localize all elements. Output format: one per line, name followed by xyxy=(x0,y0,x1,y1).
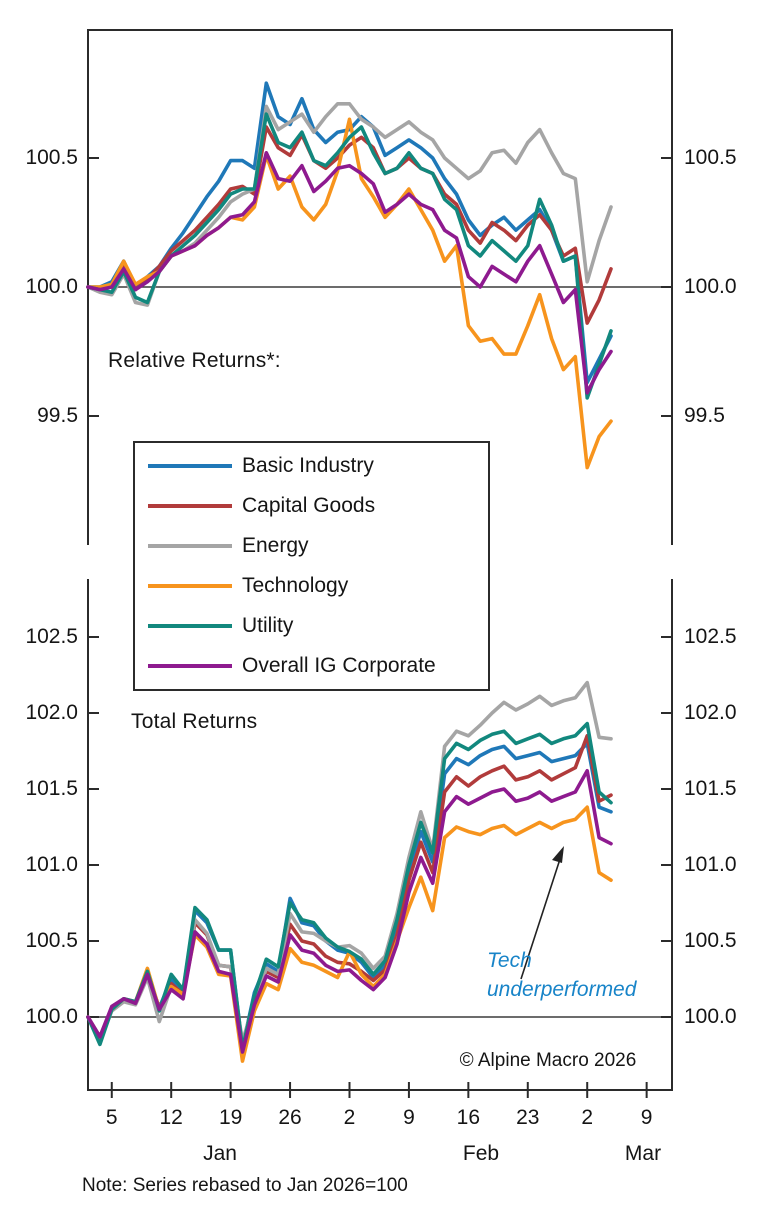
legend-item-overall-ig-corporate: Overall IG Corporate xyxy=(148,646,488,686)
series-line-technology xyxy=(86,805,613,1063)
x-axis-label: 5 xyxy=(105,1106,118,1129)
month-label-mar: Mar xyxy=(624,1142,662,1165)
bottom-panel-frame xyxy=(87,579,673,1091)
annotation-arrow-head xyxy=(552,846,564,863)
annotation-line1: Tech xyxy=(487,949,532,972)
x-axis-label: 16 xyxy=(456,1106,481,1129)
y-axis-label-right: 100.5 xyxy=(684,929,737,952)
legend-label-utility: Utility xyxy=(242,614,294,637)
x-axis-label: 2 xyxy=(343,1106,356,1129)
series-line-overall-ig-corporate xyxy=(86,768,613,1054)
legend-swatch-energy xyxy=(148,544,232,548)
footnote: Note: Series rebased to Jan 2026=100 xyxy=(82,1175,408,1196)
series-line-technology xyxy=(86,117,613,470)
legend-label-basic-industry: Basic Industry xyxy=(242,454,374,477)
legend-swatch-capital-goods xyxy=(148,504,232,508)
y-axis-label-right: 100.5 xyxy=(684,146,737,169)
legend-swatch-utility xyxy=(148,624,232,628)
series-line-energy xyxy=(86,102,613,307)
legend-label-capital-goods: Capital Goods xyxy=(242,494,376,517)
legend-swatch-basic-industry xyxy=(148,464,232,468)
x-axis-label: 9 xyxy=(403,1106,415,1129)
month-label-jan: Jan xyxy=(203,1142,237,1165)
y-axis-label-left: 100.0 xyxy=(25,275,78,298)
y-axis-label-left: 99.5 xyxy=(37,404,78,427)
x-axis-label: 9 xyxy=(640,1106,653,1129)
y-axis-label-right: 99.5 xyxy=(684,404,725,427)
month-label-feb: Feb xyxy=(462,1142,500,1165)
y-axis-label-left: 102.0 xyxy=(25,701,78,724)
legend: Basic Industry Capital Goods Energy Technol… xyxy=(133,441,490,691)
legend-item-utility: Utility xyxy=(148,606,488,646)
legend-swatch-overall-ig-corporate xyxy=(148,664,232,668)
y-axis-label-right: 102.0 xyxy=(684,701,737,724)
series-line-utility xyxy=(86,721,613,1051)
legend-label-energy: Energy xyxy=(242,534,309,557)
y-axis-label-right: 102.5 xyxy=(684,625,737,648)
top-panel-title: Relative Returns*: xyxy=(108,349,281,372)
y-axis-label-right: 100.0 xyxy=(684,1005,737,1028)
legend-label-technology: Technology xyxy=(242,574,349,597)
bottom-panel-title: Total Returns xyxy=(131,710,258,733)
x-axis-label: 2 xyxy=(581,1106,594,1129)
y-axis-label-right: 101.0 xyxy=(684,853,737,876)
legend-item-basic-industry: Basic Industry xyxy=(148,446,488,486)
y-axis-label-left: 101.0 xyxy=(25,853,78,876)
y-axis-label-left: 100.5 xyxy=(25,146,78,169)
y-axis-label-right: 100.0 xyxy=(684,275,737,298)
annotation-tech-underperformed: Tech underperformed xyxy=(487,946,636,1004)
x-axis-label: 12 xyxy=(159,1106,183,1129)
legend-label-overall-ig-corporate: Overall IG Corporate xyxy=(242,654,436,677)
x-axis-label: 26 xyxy=(278,1106,302,1129)
y-axis-label-left: 100.5 xyxy=(25,929,78,952)
x-axis-label: 19 xyxy=(218,1106,243,1129)
y-axis-label-left: 102.5 xyxy=(25,625,78,648)
legend-item-capital-goods: Capital Goods xyxy=(148,486,488,526)
legend-item-technology: Technology xyxy=(148,566,488,606)
series-line-overall-ig-corporate xyxy=(86,151,613,395)
y-axis-label-right: 101.5 xyxy=(684,777,737,800)
y-axis-label-left: 101.5 xyxy=(25,777,78,800)
annotation-line2: underperformed xyxy=(487,978,637,1001)
copyright-label: © Alpine Macro 2026 xyxy=(459,1050,637,1071)
legend-swatch-technology xyxy=(148,584,232,588)
x-axis-label: 23 xyxy=(516,1106,540,1129)
y-axis-label-left: 100.0 xyxy=(25,1005,78,1028)
series-line-capital-goods xyxy=(86,125,613,325)
series-line-basic-industry xyxy=(86,81,613,385)
annotation-arrow-shaft xyxy=(520,855,562,980)
legend-item-energy: Energy xyxy=(148,526,488,566)
